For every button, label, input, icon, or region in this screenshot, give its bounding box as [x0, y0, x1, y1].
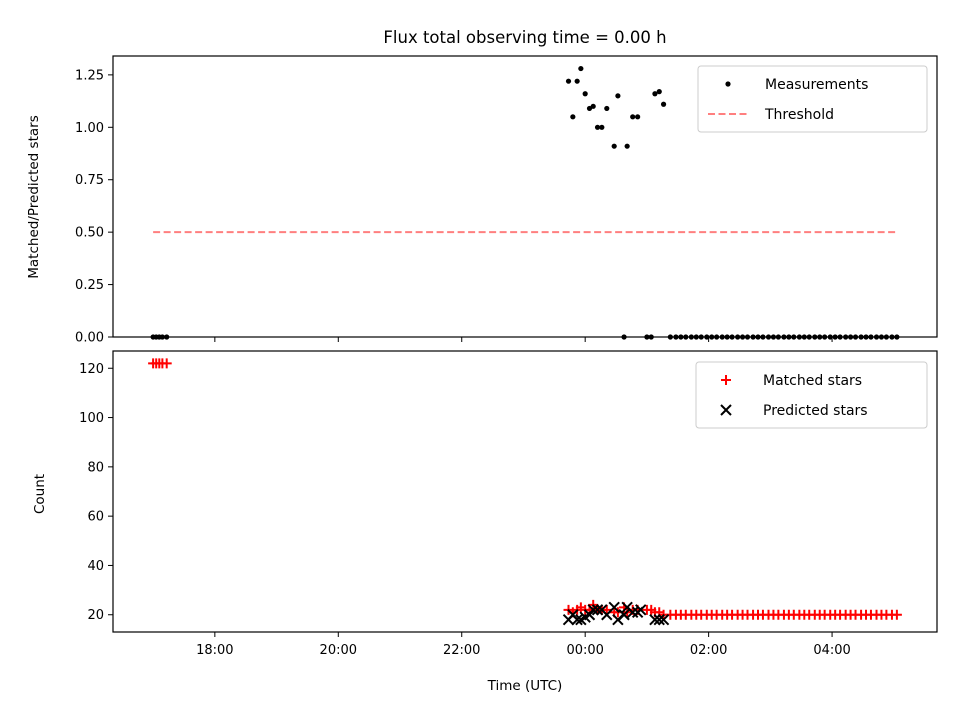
y-tick-label: 0.50 — [75, 226, 104, 241]
data-point — [624, 143, 630, 149]
legend-entry: Predicted stars — [720, 403, 868, 419]
data-point — [591, 604, 604, 616]
data-point — [630, 114, 636, 120]
data-point — [599, 124, 605, 130]
y-tick-label: 1.25 — [75, 68, 104, 83]
bottom-legend: Matched stars Predicted stars — [695, 361, 928, 429]
data-point — [601, 604, 612, 615]
y-tick-label: 40 — [87, 559, 104, 574]
legend-swatch — [721, 375, 731, 385]
y-tick-label: 1.00 — [75, 121, 104, 136]
x-tick-label: 02:00 — [690, 643, 727, 658]
chart-title: Flux total observing time = 0.00 h — [383, 28, 666, 47]
data-point — [578, 65, 584, 72]
bottom-axes: 18:00 20:00 22:00 00:00 02:00 04:00 20 40 60 80 1… — [32, 350, 938, 658]
legend-label: Predicted stars — [763, 403, 868, 419]
y-tick-label: 60 — [87, 510, 104, 525]
top-y-axis-label: Matched/Predicted stars — [26, 115, 42, 278]
data-point — [565, 78, 572, 84]
data-point — [656, 89, 662, 95]
data-point — [635, 604, 647, 616]
legend-swatch — [720, 404, 732, 416]
top-axes: 0.00 0.25 0.50 0.75 1.00 1.25 Matched/Predict… — [26, 55, 938, 346]
bottom-x-ticks: 18:00 20:00 22:00 00:00 02:00 04:00 — [196, 632, 851, 658]
legend-box — [695, 361, 928, 429]
data-point — [653, 613, 665, 626]
legend-box — [697, 65, 928, 133]
x-tick-label: 20:00 — [320, 643, 357, 658]
series-matched-stars — [148, 358, 902, 620]
bottom-plot-frame — [112, 350, 938, 633]
data-point — [587, 604, 599, 616]
x-tick-label: 22:00 — [443, 643, 480, 658]
legend-entry: Threshold — [708, 107, 834, 123]
data-point — [652, 91, 658, 97]
y-tick-label: 80 — [87, 460, 104, 475]
data-point — [582, 91, 588, 97]
data-point — [594, 124, 601, 130]
data-point — [649, 613, 661, 626]
x-axis-label: Time (UTC) — [487, 678, 563, 694]
data-point — [574, 78, 580, 84]
legend-entry: Measurements — [725, 77, 868, 93]
legend-swatch — [725, 81, 731, 87]
y-tick-label: 0.00 — [75, 331, 104, 346]
top-legend: Measurements Threshold — [697, 65, 928, 133]
data-point — [615, 93, 621, 99]
y-tick-label: 100 — [79, 411, 104, 426]
y-tick-label: 20 — [87, 608, 104, 623]
data-point — [608, 601, 620, 614]
y-tick-label: 0.25 — [75, 278, 104, 293]
data-point — [660, 101, 667, 107]
data-point — [161, 358, 172, 369]
data-point — [590, 103, 596, 109]
y-tick-label: 0.75 — [75, 173, 104, 188]
x-tick-label: 04:00 — [813, 643, 850, 658]
data-point — [611, 143, 617, 149]
legend-label: Threshold — [764, 107, 834, 123]
top-y-ticks: 0.00 0.25 0.50 0.75 1.00 1.25 — [75, 68, 113, 346]
bottom-data-layer — [148, 358, 902, 626]
x-tick-label: 18:00 — [196, 643, 233, 658]
data-point — [626, 606, 639, 618]
legend-label: Measurements — [765, 77, 868, 93]
data-point — [618, 609, 630, 621]
data-point — [570, 114, 576, 120]
data-point — [891, 609, 902, 620]
bottom-y-axis-label: Count — [32, 474, 48, 514]
data-point — [571, 613, 583, 626]
legend-entry: Matched stars — [721, 373, 862, 389]
bottom-y-ticks: 20 40 60 80 100 120 — [79, 362, 113, 623]
data-point — [635, 114, 641, 120]
y-tick-label: 120 — [79, 362, 104, 377]
x-tick-label: 00:00 — [566, 643, 603, 658]
top-x-ticks — [214, 337, 833, 342]
series-predicted-stars — [562, 601, 670, 626]
legend-label: Matched stars — [763, 373, 862, 389]
data-point — [657, 613, 670, 626]
top-plot-frame — [112, 55, 938, 338]
data-point — [604, 105, 610, 112]
